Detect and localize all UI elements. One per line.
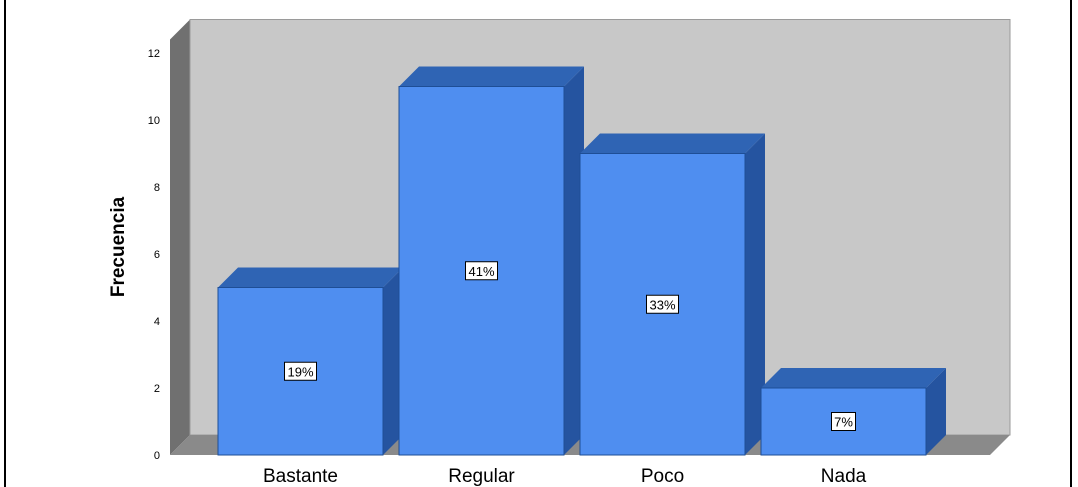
bar-top (580, 133, 765, 154)
data-label-box (284, 361, 317, 381)
y-tick-label: 4 (154, 316, 160, 328)
x-tick-label: Regular (448, 466, 515, 487)
data-label: 19% (287, 364, 313, 379)
data-label-box (831, 412, 856, 431)
y-tick-labels: 0 2 4 6 8 10 12 (148, 48, 160, 462)
y-axis-label: Frecuencia (108, 196, 129, 297)
bar: 33% (579, 133, 765, 456)
y-tick-label: 8 (154, 182, 160, 194)
x-tick-label: Nada (821, 466, 867, 487)
data-label-box (465, 261, 498, 281)
y-tick-label: 2 (154, 383, 160, 395)
bars: 19% 41% 33% 7% (217, 66, 946, 456)
bar: 19% (217, 267, 403, 456)
y-tick-label: 12 (148, 48, 160, 60)
x-tick-label: Poco (641, 466, 684, 487)
data-label: 41% (468, 264, 494, 279)
data-label: 7% (834, 415, 853, 430)
bar-side (564, 66, 584, 455)
data-label: 33% (649, 297, 675, 312)
bar-top (761, 368, 946, 388)
bar-top (399, 66, 584, 87)
bar: 41% (398, 66, 584, 456)
bar-side (745, 133, 765, 455)
x-tick-label: Bastante (263, 466, 338, 487)
bar-side (383, 267, 403, 455)
y-tick-label: 10 (148, 115, 160, 127)
data-label-box (646, 294, 679, 314)
y-tick-label: 0 (154, 450, 160, 462)
bar-side (926, 368, 946, 455)
x-tick-labels: Bastante Regular Poco Nada (263, 466, 867, 487)
bar: 7% (760, 368, 946, 456)
y-tick-label: 6 (154, 249, 160, 261)
bar-top (218, 267, 403, 288)
chart-left-wall (170, 19, 190, 455)
